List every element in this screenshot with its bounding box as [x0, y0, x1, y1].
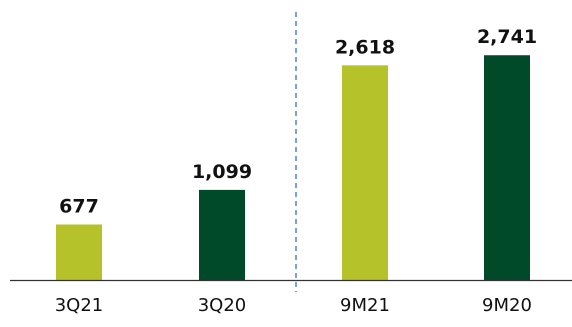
bar-3q20 — [199, 189, 245, 280]
x-tick-labels-layer: 3Q21 3Q20 9M21 9M20 — [55, 295, 532, 316]
bar-3q21 — [56, 224, 102, 280]
value-label-9m21: 2,618 — [335, 36, 395, 58]
bars-layer — [56, 55, 530, 280]
value-label-9m20: 2,741 — [477, 26, 537, 48]
x-tick-label-9m20: 9M20 — [482, 295, 532, 316]
bar-9m21 — [342, 65, 388, 280]
x-tick-label-3q20: 3Q20 — [198, 295, 247, 316]
value-label-3q20: 1,099 — [192, 161, 252, 183]
x-tick-label-9m21: 9M21 — [340, 295, 390, 316]
x-tick-label-3q21: 3Q21 — [55, 295, 104, 316]
bar-9m20 — [484, 55, 530, 280]
value-label-3q21: 677 — [59, 195, 99, 217]
value-labels-layer: 677 1,099 2,618 2,741 — [59, 26, 537, 217]
